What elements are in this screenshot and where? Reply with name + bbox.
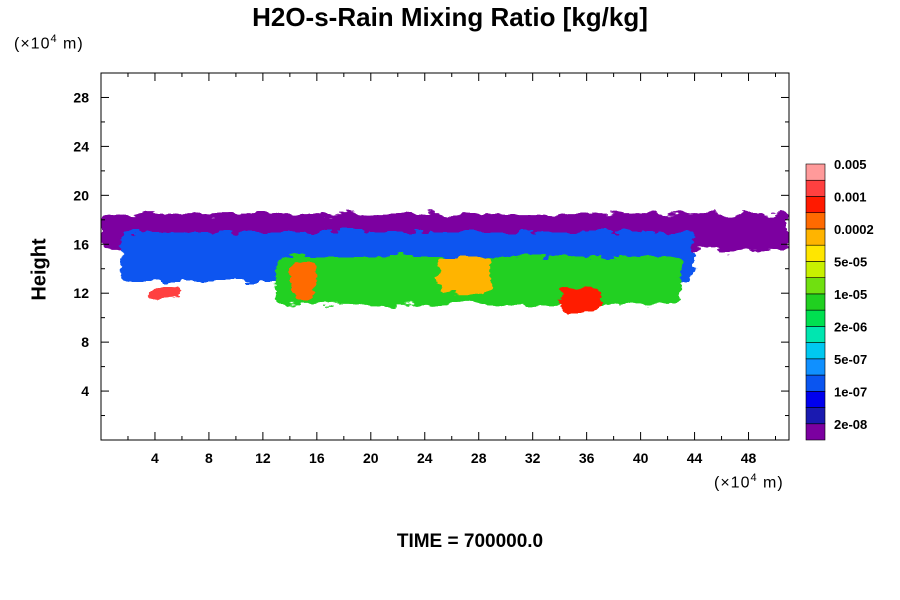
colorbar-swatch bbox=[805, 423, 826, 441]
colorbar-swatch bbox=[805, 374, 826, 392]
colorbar-swatch bbox=[805, 309, 826, 327]
x-tick-label: 28 bbox=[471, 450, 487, 466]
colorbar-label: 0.0002 bbox=[834, 222, 874, 237]
colorbar-label: 0.005 bbox=[834, 157, 867, 172]
y-tick-label: 16 bbox=[73, 236, 89, 252]
colorbar-swatch bbox=[805, 277, 826, 295]
colorbar-swatch bbox=[805, 196, 826, 214]
colorbar-label: 2e-08 bbox=[834, 417, 867, 432]
y-tick-label: 24 bbox=[73, 138, 89, 154]
colorbar-swatch bbox=[805, 326, 826, 343]
colorbar-swatch bbox=[805, 179, 826, 197]
colorbar-swatch bbox=[805, 212, 826, 230]
colorbar-swatch bbox=[805, 407, 826, 425]
y-tick-label: 8 bbox=[81, 334, 89, 350]
x-tick-label: 36 bbox=[579, 450, 595, 466]
y-tick-label: 20 bbox=[73, 187, 89, 203]
colorbar-swatch bbox=[805, 261, 826, 278]
x-axis-unit: (×104 m) bbox=[714, 472, 784, 492]
x-tick-label: 32 bbox=[525, 450, 541, 466]
colorbar-label: 1e-05 bbox=[834, 287, 867, 302]
colorbar-label: 0.001 bbox=[834, 189, 867, 204]
y-tick-label: 28 bbox=[73, 89, 89, 105]
time-label: TIME = 700000.0 bbox=[396, 531, 544, 552]
x-tick-label: 12 bbox=[255, 450, 271, 466]
colorbar-swatch bbox=[805, 293, 826, 311]
colorbar-swatch bbox=[805, 228, 826, 246]
colorbar-label: 2e-06 bbox=[834, 319, 867, 334]
y-tick-label: 12 bbox=[73, 285, 89, 301]
x-tick-label: 48 bbox=[741, 450, 757, 466]
colorbar-label: 5e-05 bbox=[834, 254, 867, 269]
x-tick-label: 24 bbox=[417, 450, 433, 466]
y-axis: 4 8 12 16 20 24 28 bbox=[73, 89, 789, 417]
x-tick-label: 16 bbox=[309, 450, 325, 466]
rain-field bbox=[101, 213, 789, 312]
rain-region bbox=[559, 287, 601, 312]
x-tick-label: 20 bbox=[363, 450, 379, 466]
colorbar-swatch bbox=[805, 244, 826, 262]
x-tick-label: 8 bbox=[205, 450, 213, 466]
colorbar: 2e-08 1e-07 5e-07 2e-06 1e-05 5e-05 0.0002 0.00… bbox=[805, 157, 874, 441]
colorbar-swatch bbox=[805, 358, 826, 376]
colorbar-swatch bbox=[805, 163, 826, 181]
x-axis: 4 8 12 16 20 24 28 32 36 40 44 48 bbox=[127, 73, 777, 466]
x-tick-label: 40 bbox=[633, 450, 649, 466]
colorbar-label: 5e-07 bbox=[834, 352, 867, 367]
plot-frame bbox=[100, 72, 790, 441]
rain-region bbox=[438, 256, 493, 294]
x-tick-label: 44 bbox=[687, 450, 703, 466]
rain-region bbox=[289, 262, 317, 300]
chart-title: H2O-s-Rain Mixing Ratio [kg/kg] bbox=[252, 2, 648, 32]
y-tick-label: 4 bbox=[81, 383, 89, 399]
rain-region bbox=[148, 287, 182, 300]
colorbar-swatch bbox=[805, 342, 826, 360]
x-tick-label: 4 bbox=[151, 450, 159, 466]
colorbar-swatch bbox=[805, 390, 826, 408]
y-axis-unit: (×104 m) bbox=[14, 33, 84, 53]
colorbar-label: 1e-07 bbox=[834, 384, 867, 399]
